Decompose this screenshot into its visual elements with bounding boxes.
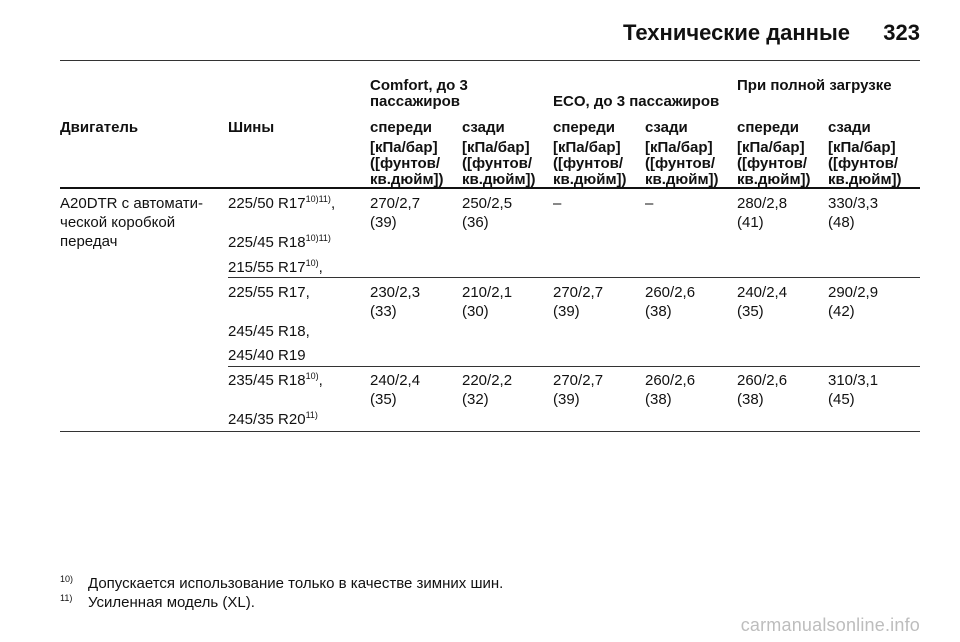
row-divider — [228, 366, 920, 367]
pressure-value: 240/2,4 (35) — [370, 372, 421, 408]
pressure-value: 270/2,7 (39) — [553, 372, 604, 408]
footnote-ref: 10)11) — [305, 233, 331, 243]
unit-header: [кПа/бар] ([фунтов/ кв.дюйм]) — [553, 139, 627, 188]
pressure-value: 230/2,3 (33) — [370, 284, 421, 320]
pressure-value: 250/2,5 (36) — [462, 195, 513, 231]
header-divider — [60, 187, 920, 189]
footnote-ref: 10) — [305, 371, 319, 381]
pressure-value: 280/2,8 (41) — [737, 195, 788, 231]
tyre-size: 225/45 R1810)11) — [228, 233, 331, 252]
column-header-eco-rear: сзади — [645, 119, 688, 136]
pressure-value: 260/2,6 (38) — [737, 372, 788, 408]
pressure-value: 270/2,7 (39) — [553, 284, 604, 320]
pressure-value: 210/2,1 (30) — [462, 284, 513, 320]
footnote: 11) Усиленная модель (XL). — [60, 590, 255, 611]
pressure-value: – — [645, 195, 654, 212]
tyre-size: 235/45 R1810), — [228, 371, 323, 390]
page-number: 323 — [883, 20, 920, 45]
tyre-size: 225/50 R1710)11), — [228, 194, 336, 213]
column-header-engine: Двигатель — [60, 119, 139, 136]
unit-header: [кПа/бар] ([фунтов/ кв.дюйм]) — [828, 139, 902, 188]
pressure-value: 220/2,2 (32) — [462, 372, 513, 408]
group-header-comfort: Comfort, до 3 пассажиров — [370, 77, 468, 110]
pressure-value: 260/2,6 (38) — [645, 284, 696, 320]
pressure-value: 290/2,9 (42) — [828, 284, 879, 320]
group-header-full-load: При полной загрузке — [737, 77, 892, 94]
page-title: Технические данные — [623, 20, 850, 45]
engine-cell: A20DTR с автомати-ческой коробкой переда… — [60, 195, 203, 250]
tyre-size: 245/35 R2011) — [228, 410, 318, 429]
unit-header: [кПа/бар] ([фунтов/ кв.дюйм]) — [462, 139, 536, 188]
tyre-size: 215/55 R1710), — [228, 258, 323, 277]
footnote-mark: 11) — [60, 593, 73, 603]
column-header-eco-front: спереди — [553, 119, 615, 136]
page-header: Технические данные 323 — [60, 10, 920, 61]
tyre-size: 245/45 R18, — [228, 323, 310, 340]
column-header-full-rear: сзади — [828, 119, 871, 136]
pressure-value: 260/2,6 (38) — [645, 372, 696, 408]
row-divider — [228, 277, 920, 278]
unit-header: [кПа/бар] ([фунтов/ кв.дюйм]) — [645, 139, 719, 188]
footnote-mark: 10) — [60, 574, 74, 584]
table-bottom-rule — [60, 431, 920, 432]
group-header-eco: ECO, до 3 пассажиров — [553, 93, 720, 110]
unit-header: [кПа/бар] ([фунтов/ кв.дюйм]) — [737, 139, 811, 188]
pressure-value: 310/3,1 (45) — [828, 372, 879, 408]
column-header-comfort-front: спереди — [370, 119, 432, 136]
pressure-value: – — [553, 195, 562, 212]
footnote-ref: 10)11) — [305, 194, 331, 204]
footnote: 10) Допускается использование только в ка… — [60, 571, 503, 592]
watermark: carmanualsonline.info — [740, 615, 920, 635]
footnote-ref: 11) — [305, 410, 318, 420]
pressure-value: 240/2,4 (35) — [737, 284, 788, 320]
column-header-comfort-rear: сзади — [462, 119, 505, 136]
footnote-ref: 10) — [305, 258, 319, 268]
pressure-value: 330/3,3 (48) — [828, 195, 879, 231]
tyre-size: 245/40 R19 — [228, 347, 306, 364]
tyre-size: 225/55 R17, — [228, 284, 310, 301]
pressure-value: 270/2,7 (39) — [370, 195, 421, 231]
column-header-full-front: спереди — [737, 119, 799, 136]
column-header-tyres: Шины — [228, 119, 275, 136]
unit-header: [кПа/бар] ([фунтов/ кв.дюйм]) — [370, 139, 444, 188]
